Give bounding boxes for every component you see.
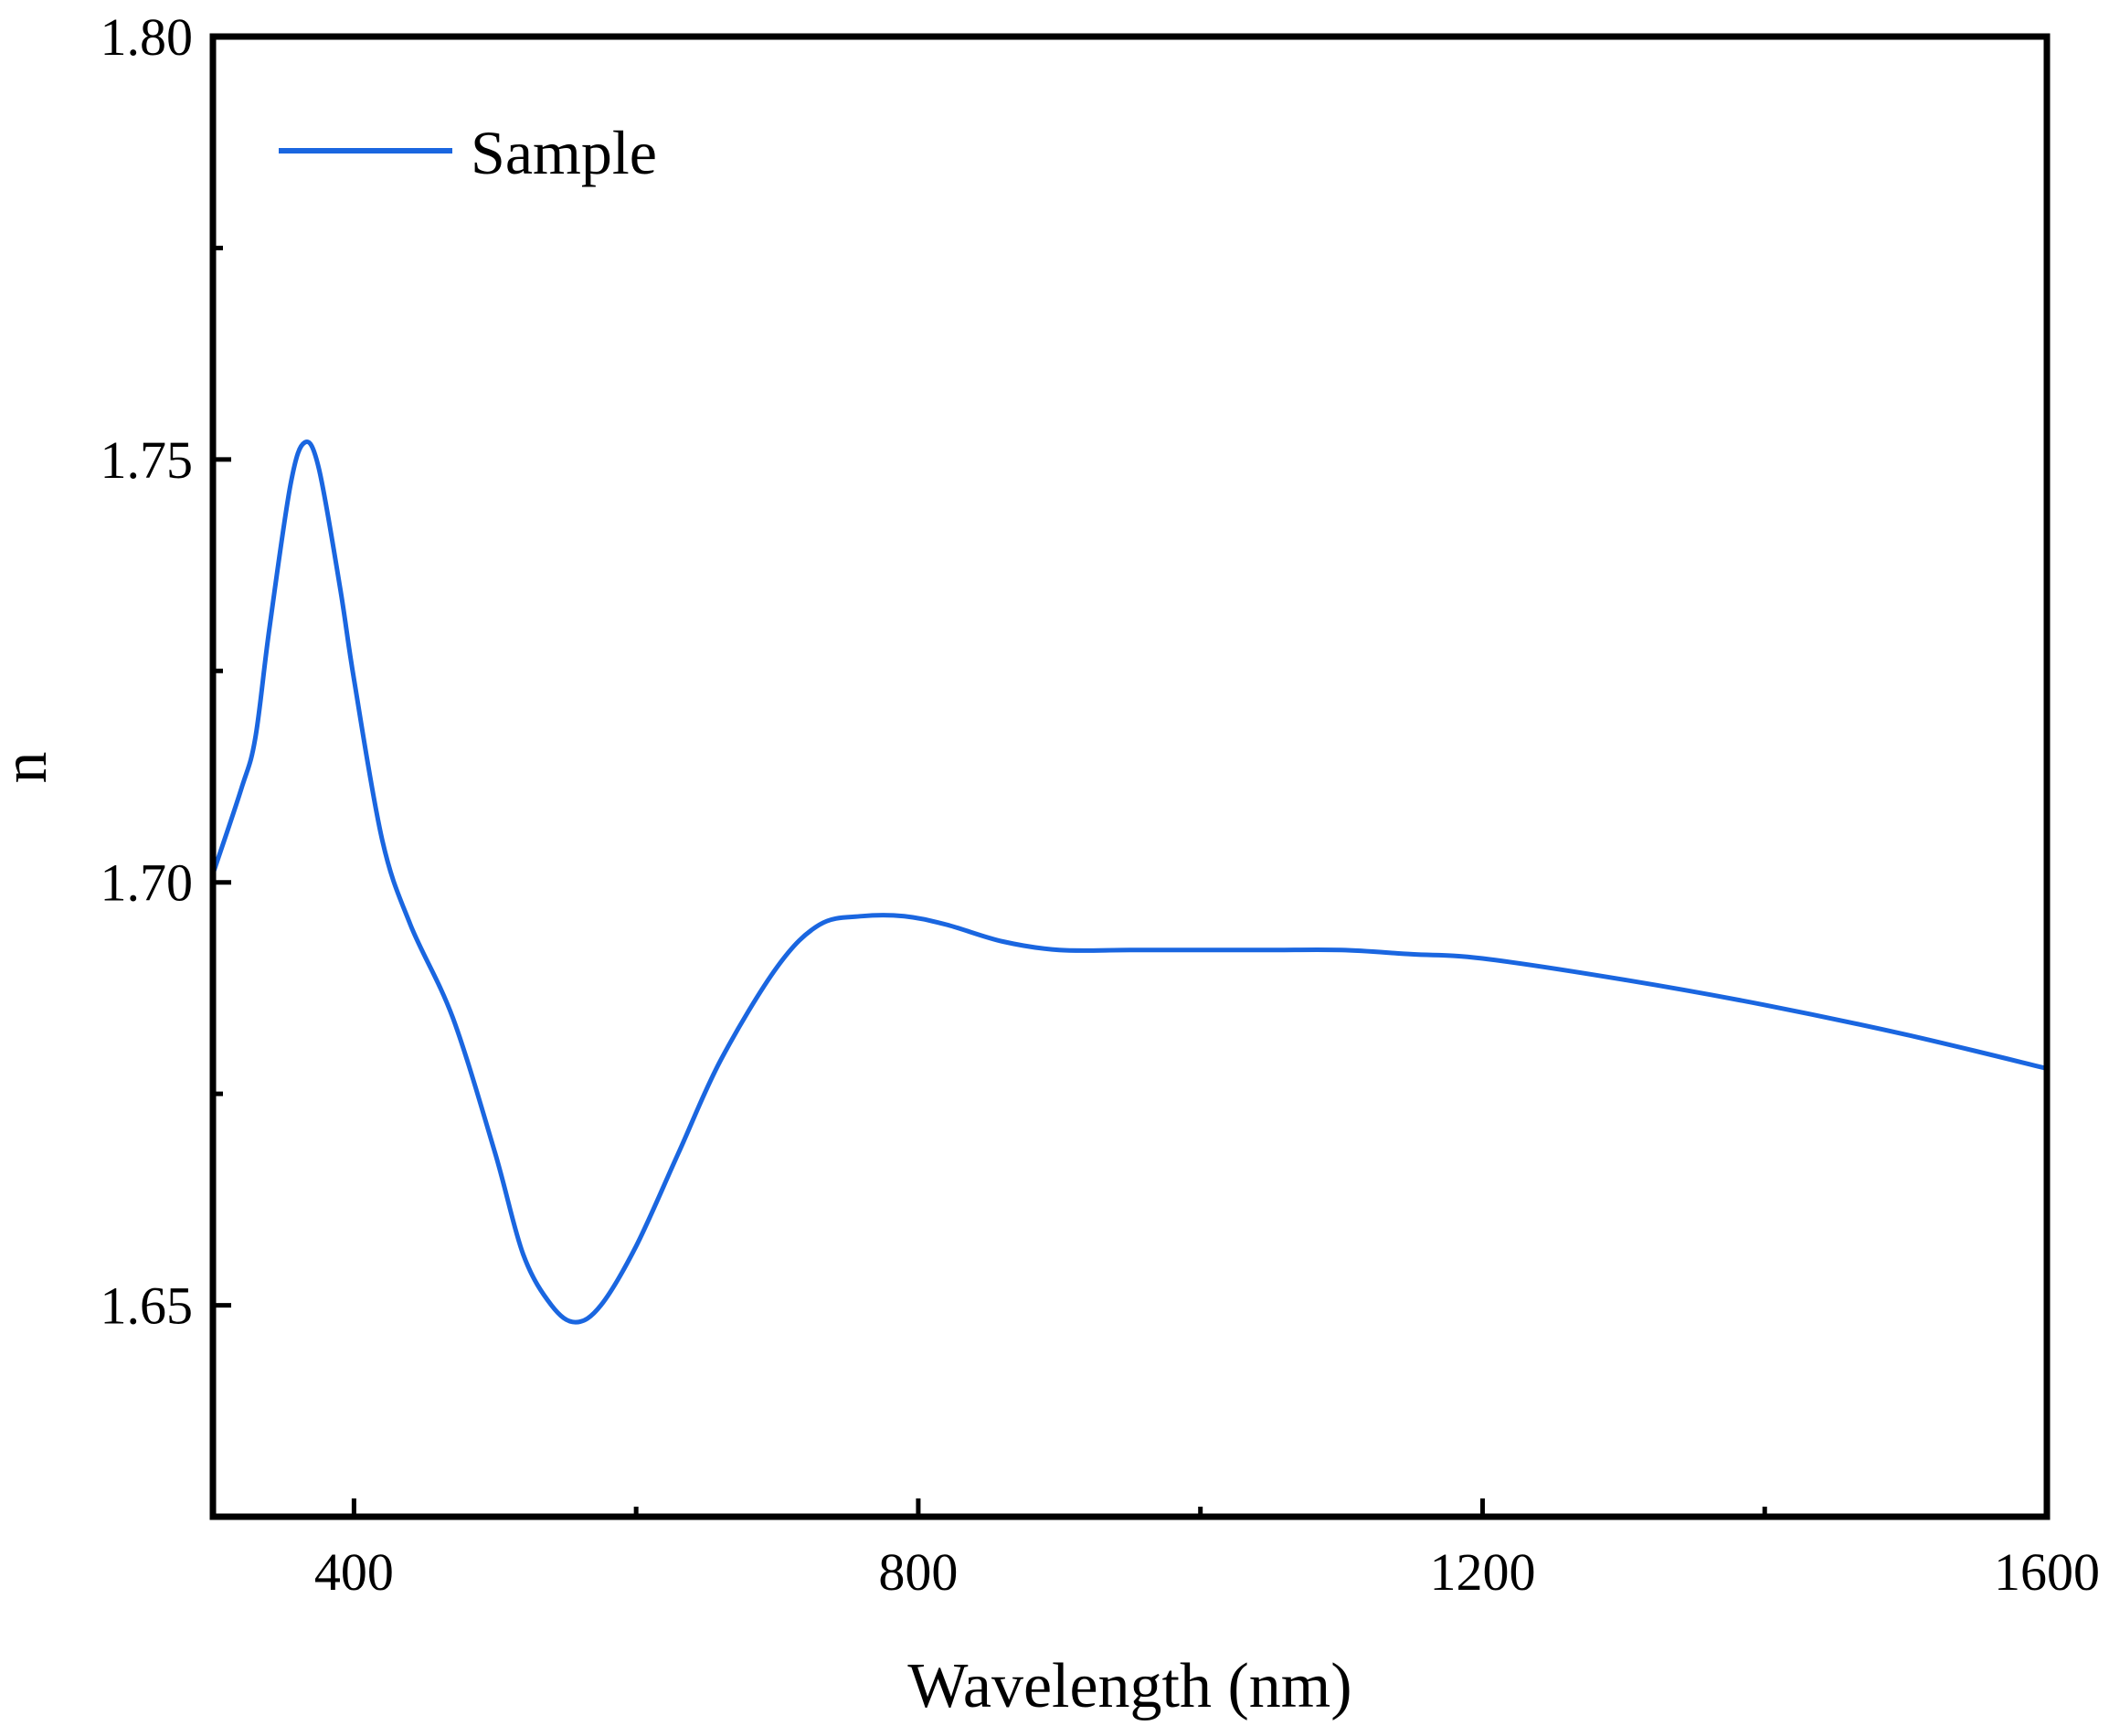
y-tick-label: 1.65	[101, 1276, 194, 1336]
series-line-sample	[210, 439, 2050, 1325]
x-axis-title: Wavelength (nm)	[907, 1651, 1351, 1721]
y-tick-label: 1.75	[101, 430, 194, 490]
x-tick-label: 400	[314, 1542, 394, 1602]
x-tick-label: 1600	[1994, 1542, 2100, 1602]
tick-labels-layer: 400 800 1200 1600 1.65 1.70 1.75 1.80	[101, 7, 2101, 1602]
x-tick-label: 800	[878, 1542, 958, 1602]
legend: Sample	[279, 118, 657, 187]
y-tick-label: 1.70	[101, 853, 194, 913]
x-tick-label: 1200	[1429, 1542, 1535, 1602]
y-tick-label: 1.80	[101, 7, 194, 67]
plot-frame	[209, 33, 2051, 1520]
y-axis-title: n	[0, 752, 60, 784]
legend-label-sample: Sample	[471, 118, 657, 187]
ticks-layer	[213, 245, 1767, 1517]
